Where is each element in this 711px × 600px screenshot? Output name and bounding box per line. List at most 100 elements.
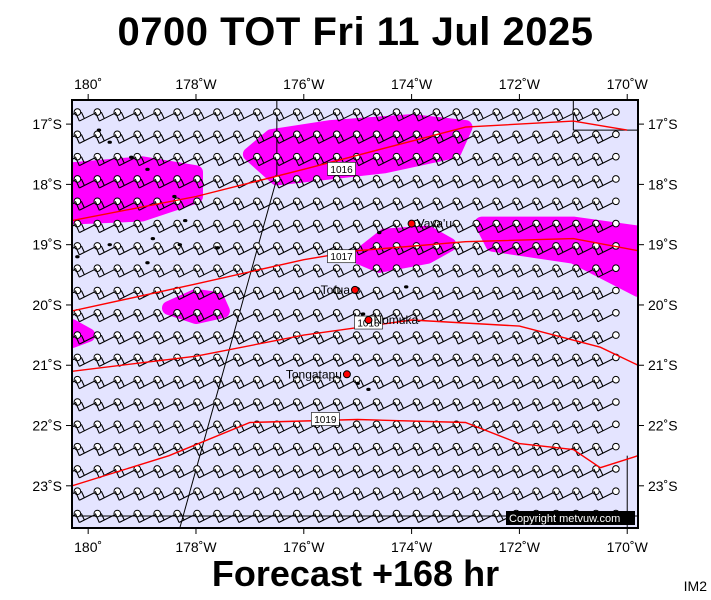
wind-barb: [334, 108, 361, 122]
wind-barb: [354, 420, 381, 434]
wind-barb: [593, 465, 620, 479]
lon-label-top: 180˚: [74, 76, 102, 92]
wind-barb: [74, 420, 102, 434]
island-speck: [183, 218, 188, 223]
strong-wind-area: [350, 225, 457, 273]
island-speck: [145, 261, 150, 265]
island-speck: [366, 387, 371, 391]
wind-barb: [154, 509, 181, 524]
place-nomuka: Nomuka: [364, 313, 418, 327]
wind-barb: [354, 353, 381, 367]
wind-barb: [593, 353, 620, 367]
wind-barb: [453, 487, 481, 501]
wind-barb: [134, 108, 161, 122]
island-speck: [404, 285, 409, 289]
wind-barb: [74, 442, 102, 457]
wind-barb: [254, 152, 281, 167]
wind-barb: [393, 487, 421, 501]
island-speck: [172, 194, 177, 199]
wind-barb: [174, 242, 201, 256]
lon-label-bottom: 174˚W: [391, 539, 433, 555]
lat-label-right: 17˚S: [648, 116, 678, 132]
island-speck: [360, 312, 366, 316]
lon-label-bottom: 170˚W: [607, 539, 649, 555]
place-tofua: Tofua: [321, 283, 359, 297]
wind-barb: [134, 442, 161, 457]
forecast-title: 0700 TOT Fri 11 Jul 2025: [117, 10, 594, 54]
wind-barb: [593, 308, 620, 323]
wind-barb: [314, 398, 341, 412]
wind-barb: [234, 398, 261, 412]
lat-label-right: 19˚S: [648, 237, 678, 253]
wind-barb: [354, 197, 381, 211]
wind-barb: [354, 130, 381, 144]
wind-barb: [393, 175, 421, 189]
wind-barb: [74, 286, 102, 300]
wind-barb: [74, 465, 102, 479]
lat-label-left: 21˚S: [32, 357, 62, 373]
wind-barb: [214, 197, 241, 211]
wind-barb: [94, 442, 122, 457]
wind-barb: [294, 130, 321, 144]
wind-barb: [94, 219, 122, 234]
place-dot: [407, 219, 416, 228]
wind-barb: [493, 219, 520, 234]
island-speck: [215, 246, 220, 250]
isobar-label-box: [327, 162, 356, 176]
lat-label-right: 20˚S: [648, 297, 678, 313]
wind-barb: [473, 442, 501, 457]
image-id-label: IM2: [683, 578, 707, 594]
isobar-line: [72, 120, 628, 222]
lat-label-right: 22˚S: [648, 418, 678, 434]
place-name: Vava'u: [417, 217, 452, 231]
wind-barb: [74, 375, 102, 390]
wind-barb: [214, 286, 241, 300]
place-tongatapu: Tongatapu: [286, 367, 351, 381]
wind-barb: [513, 465, 540, 479]
lat-label-left: 17˚S: [32, 116, 62, 132]
isobar-label-box: [311, 412, 340, 426]
wind-barb: [234, 442, 261, 457]
wind-barb: [274, 509, 301, 524]
wind-barb: [433, 264, 461, 278]
wind-barb: [513, 353, 540, 367]
lat-label-left: 22˚S: [32, 418, 62, 434]
wind-barb: [453, 308, 481, 323]
wind-barb: [114, 331, 142, 345]
lat-label-left: 23˚S: [32, 478, 62, 494]
wind-barb: [254, 398, 281, 412]
wind-barb: [593, 108, 620, 122]
strong-wind-area: [72, 156, 203, 225]
island-speck: [107, 243, 112, 247]
place-name: Nomuka: [373, 313, 418, 327]
isobar-label-box: [327, 249, 356, 264]
wind-barb: [134, 420, 161, 434]
isobar-line: [72, 418, 638, 487]
island-speck: [129, 155, 134, 159]
wind-barb: [513, 219, 540, 234]
isobar-label: 1018: [357, 319, 380, 330]
wind-barb: [194, 331, 221, 345]
wind-barb: [354, 398, 381, 412]
wind-barb: [154, 264, 181, 278]
place-name: Tongatapu: [286, 367, 342, 381]
lat-label-right: 23˚S: [648, 478, 678, 494]
wind-barb: [433, 375, 461, 390]
map-frame: [71, 99, 639, 529]
wind-barb: [493, 465, 520, 479]
wind-barb: [473, 353, 501, 367]
wind-barb: [294, 286, 321, 300]
axis-ticks: 180˚ 180˚ 178˚W 178˚W 176˚W 176˚W 174˚W 174˚W 17…: [32, 76, 677, 555]
forecast-hour-label: Forecast +168 hr: [211, 553, 500, 594]
wind-barb: [473, 219, 501, 234]
strong-wind-area: [162, 288, 230, 324]
wind-barb: [573, 465, 600, 479]
wind-barb: [334, 487, 361, 501]
lat-label-left: 19˚S: [32, 237, 62, 253]
island-speck: [96, 128, 102, 132]
wind-barb: [513, 242, 540, 256]
island-speck: [377, 231, 382, 235]
island-speck: [107, 140, 112, 144]
wind-barb: [453, 331, 481, 345]
